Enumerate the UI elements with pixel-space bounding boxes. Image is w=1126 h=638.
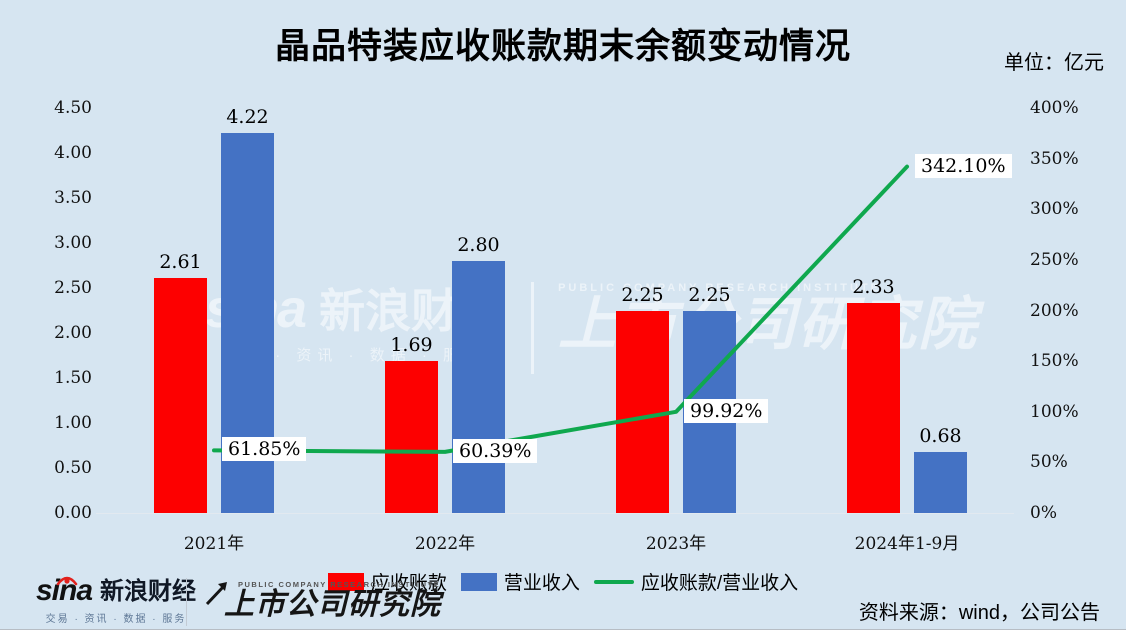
bar-value-label: 2.25	[688, 283, 731, 306]
bar-value-label: 2.25	[621, 283, 664, 306]
legend-bar-swatch	[327, 572, 364, 591]
footer-logo-divider	[186, 578, 187, 626]
right-axis-tick: 350%	[1030, 148, 1079, 169]
left-axis-tick: 4.50	[54, 98, 92, 118]
institute-name: 上市公司研究院	[224, 587, 441, 621]
legend-line-swatch	[593, 579, 634, 584]
x-axis-label: 2021年	[183, 534, 245, 554]
x-axis-label: 2023年	[645, 534, 707, 554]
bar-receivables-3	[847, 303, 900, 513]
bar-revenue-3	[914, 451, 967, 513]
sina-tagline: 交易 · 资讯 · 数据 · 服务	[45, 614, 187, 625]
right-axis-tick: 100%	[1030, 401, 1079, 422]
bar-value-label: 2.33	[852, 276, 895, 299]
bar-value-label: 4.22	[226, 106, 269, 129]
bar-receivables-0	[154, 278, 207, 513]
right-axis-tick: 200%	[1030, 300, 1079, 321]
up-arrow-icon	[204, 581, 230, 612]
ratio-value-label: 99.92%	[684, 398, 769, 423]
left-axis-tick: 4.00	[54, 143, 92, 163]
data-source: 资料来源：wind，公司公告	[858, 602, 1100, 624]
ratio-value-label: 60.39%	[453, 438, 538, 463]
legend-item-receivables: 应收账款	[327, 568, 447, 595]
left-axis-tick: 3.50	[54, 188, 92, 208]
bottom-divider-line	[0, 629, 1126, 630]
legend-label: 应收账款/营业收入	[640, 573, 799, 594]
left-axis-tick: 2.50	[54, 278, 92, 298]
left-axis-tick: 0.50	[54, 458, 92, 478]
bottom-white-strip	[0, 630, 1126, 638]
institute-logo: PUBLIC COMPANY RESEARCH INSTITUTE 上市公司研究…	[204, 580, 441, 620]
legend-label: 营业收入	[503, 573, 580, 594]
left-axis-tick: 0.00	[54, 503, 92, 523]
right-axis-tick: 0%	[1030, 503, 1057, 523]
bar-value-label: 0.68	[919, 424, 962, 447]
ratio-value-label: 342.10%	[915, 153, 1012, 178]
legend-label: 应收账款	[370, 573, 447, 594]
left-axis-tick: 2.00	[54, 323, 92, 343]
chart-title: 晶品特装应收账款期末余额变动情况	[274, 27, 851, 66]
right-axis-tick: 150%	[1030, 351, 1079, 372]
legend-item-ratio: 应收账款/营业收入	[593, 568, 799, 595]
x-axis-label: 2022年	[414, 534, 476, 554]
bar-value-label: 2.61	[159, 251, 202, 274]
sina-finance-name: 新浪财经	[100, 578, 197, 605]
bar-receivables-2	[616, 310, 669, 513]
x-axis-line	[96, 513, 1014, 514]
right-axis-tick: 50%	[1030, 452, 1068, 473]
right-axis-tick: 400%	[1030, 98, 1079, 118]
bar-value-label: 2.80	[457, 234, 500, 256]
right-axis-tick: 250%	[1030, 249, 1079, 270]
left-axis-tick: 1.50	[54, 368, 92, 388]
left-axis-tick: 3.00	[54, 233, 92, 253]
right-axis-tick: 300%	[1030, 199, 1079, 220]
legend-bar-swatch	[460, 572, 497, 591]
bar-revenue-1	[452, 261, 505, 513]
legend: 应收账款 营业收入 应收账款/营业收入	[0, 568, 1126, 595]
unit-label: 单位：亿元	[1004, 52, 1104, 74]
bar-value-label: 1.69	[390, 333, 433, 356]
x-axis-label: 2024年1-9月	[854, 534, 960, 554]
left-axis-tick: 1.00	[54, 413, 92, 433]
ratio-value-label: 61.85%	[222, 437, 307, 462]
sina-finance-logo: sina 新浪财经 交易 · 资讯 · 数据 · 服务	[36, 576, 197, 626]
bar-receivables-1	[385, 360, 438, 513]
legend-item-revenue: 营业收入	[460, 568, 580, 595]
institute-logo-en: PUBLIC COMPANY RESEARCH INSTITUTE	[238, 580, 441, 589]
sina-eye-icon	[56, 564, 78, 591]
sina-wordmark: sina	[36, 576, 93, 606]
